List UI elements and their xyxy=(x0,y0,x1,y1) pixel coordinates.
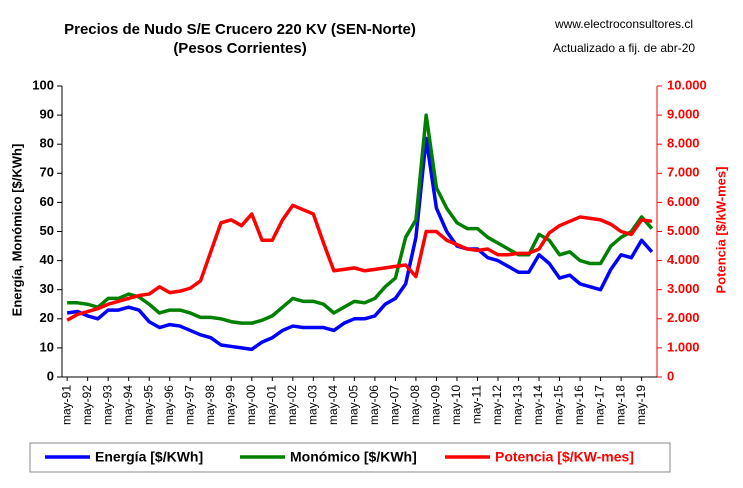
legend-label: Potencia [$/KW-mes] xyxy=(495,449,634,465)
annotation: www.electroconsultores.cl xyxy=(554,17,693,31)
x-tick-label: may-18 xyxy=(613,385,627,425)
x-tick-label: may-07 xyxy=(388,385,402,425)
series-line xyxy=(66,203,653,322)
chart-title: Precios de Nudo S/E Crucero 220 KV (SEN-… xyxy=(64,21,416,38)
x-tick-label: may-02 xyxy=(285,385,299,425)
y2-tick-label: 0 xyxy=(667,368,674,383)
legend-label: Monómico [$/KWh] xyxy=(290,449,417,465)
x-tick-label: may-95 xyxy=(141,385,155,425)
x-tick-label: may-03 xyxy=(306,385,320,425)
y-axis-label: Energía, Monómico [$/KWh] xyxy=(9,144,24,317)
y-tick-label: 70 xyxy=(40,165,54,180)
y-tick-label: 80 xyxy=(40,136,54,151)
x-tick-label: may-05 xyxy=(347,385,361,425)
y-tick-label: 10 xyxy=(40,339,54,354)
legend-box xyxy=(29,442,671,473)
chart-subtitle: (Pesos Corrientes) xyxy=(173,40,306,57)
x-tick-label: may-12 xyxy=(490,385,504,425)
y2-tick-label: 8.000 xyxy=(667,136,700,151)
x-tick-label: may-14 xyxy=(531,385,545,425)
series-line xyxy=(67,113,654,325)
x-tick-label: may-98 xyxy=(203,385,217,425)
y-tick-label: 30 xyxy=(40,281,54,296)
y2-tick-label: 5.000 xyxy=(667,223,700,238)
y2-tick-label: 9.000 xyxy=(667,107,700,122)
x-tick-label: may-97 xyxy=(182,385,196,425)
x-tick-label: may-91 xyxy=(59,385,73,425)
series-line xyxy=(66,136,654,352)
x-tick-label: may-96 xyxy=(162,385,176,425)
y2-tick-label: 7.000 xyxy=(667,165,700,180)
y2-tick-label: 3.000 xyxy=(667,281,700,296)
y2-axis-label: Potencia [$/kW-mes] xyxy=(713,167,728,294)
y-tick-label: 50 xyxy=(40,223,54,238)
x-tick-label: may-00 xyxy=(244,385,258,425)
x-tick-label: may-94 xyxy=(121,385,135,425)
x-tick-label: may-08 xyxy=(408,385,422,425)
x-tick-label: may-11 xyxy=(470,385,484,424)
y-tick-label: 0 xyxy=(47,368,54,383)
x-tick-label: may-16 xyxy=(572,385,586,425)
x-tick-label: may-17 xyxy=(593,385,607,425)
x-tick-label: may-01 xyxy=(264,385,278,425)
x-tick-label: may-09 xyxy=(429,385,443,425)
y2-tick-label: 4.000 xyxy=(667,252,700,267)
y2-tick-label: 6.000 xyxy=(667,194,700,209)
x-tick-label: may-99 xyxy=(223,385,237,425)
y-tick-label: 20 xyxy=(40,310,54,325)
legend-label: Energía [$/KWh] xyxy=(95,449,203,465)
y2-tick-label: 2.000 xyxy=(667,310,700,325)
x-tick-label: may-10 xyxy=(449,385,463,425)
x-tick-label: may-04 xyxy=(326,385,340,425)
x-tick-label: may-06 xyxy=(367,385,381,425)
x-tick-label: may-92 xyxy=(80,385,94,425)
y2-tick-label: 10.000 xyxy=(667,77,707,92)
x-tick-label: may-13 xyxy=(511,385,525,425)
annotation: Actualizado a fij. de abr-20 xyxy=(553,41,695,55)
y-tick-label: 40 xyxy=(40,252,54,267)
x-tick-label: may-19 xyxy=(634,385,648,425)
x-tick-label: may-15 xyxy=(552,385,566,425)
y2-tick-label: 1.000 xyxy=(667,339,700,354)
y-tick-label: 60 xyxy=(40,194,54,209)
y-tick-label: 90 xyxy=(40,107,54,122)
y-tick-label: 100 xyxy=(32,77,54,92)
x-tick-label: may-93 xyxy=(100,385,114,425)
